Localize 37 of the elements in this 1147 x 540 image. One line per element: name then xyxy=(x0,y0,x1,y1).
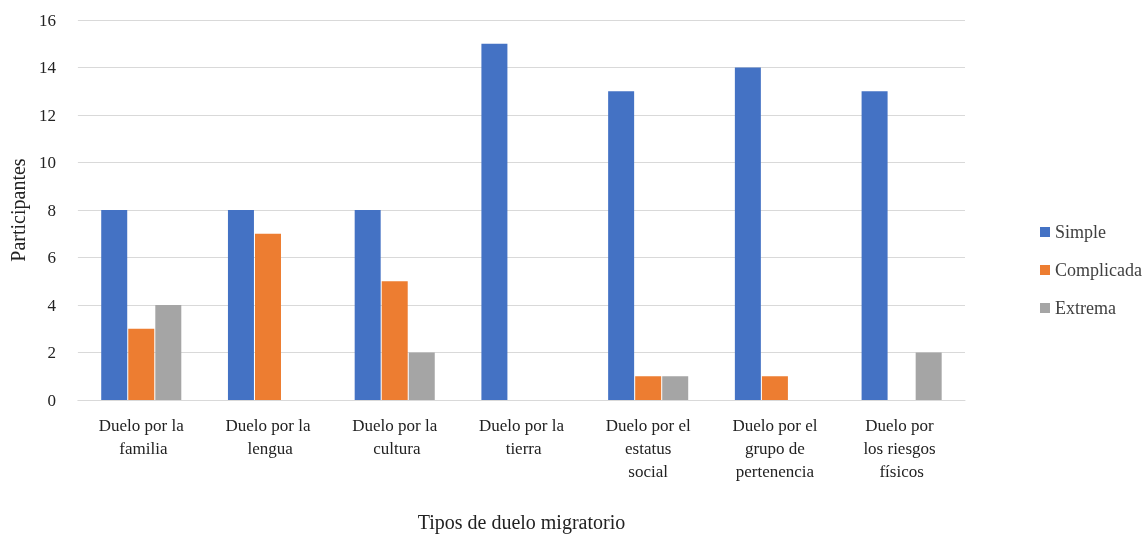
bar xyxy=(408,352,435,400)
y-tick-label: 6 xyxy=(47,248,56,267)
y-tick-label: 10 xyxy=(38,153,56,172)
y-tick-label: 14 xyxy=(38,58,57,77)
x-tick-label: Duelo por la cultura xyxy=(352,416,438,458)
bar xyxy=(254,233,281,400)
y-axis-title: Participantes xyxy=(7,158,30,262)
bar xyxy=(662,376,689,400)
bar xyxy=(481,43,508,400)
x-tick-label: Duelo por el estatus social xyxy=(605,416,691,481)
bar xyxy=(861,91,888,400)
legend-label: Complicada xyxy=(1055,260,1143,280)
bar xyxy=(608,91,635,400)
x-tick-label: Duelo por el grupo de pertenencia xyxy=(732,416,818,481)
bar xyxy=(761,376,788,400)
x-tick-label: Duelo por la lengua xyxy=(225,416,311,458)
bar xyxy=(915,352,942,400)
x-tick-label: Duelo por la familia xyxy=(98,416,185,458)
legend-label: Simple xyxy=(1055,222,1107,242)
y-tick-label: 12 xyxy=(38,105,56,125)
y-tick-label: 4 xyxy=(47,295,57,315)
bar xyxy=(155,305,182,400)
bar xyxy=(381,281,408,400)
y-tick-label: 0 xyxy=(47,390,56,410)
bar xyxy=(354,210,381,400)
bar xyxy=(635,376,662,400)
x-axis-title: Tipos de duelo migratorio xyxy=(417,511,626,534)
bar xyxy=(128,328,155,400)
x-tick-label: Duelo por los riesgos físicos xyxy=(863,416,940,481)
y-tick-label: 2 xyxy=(47,343,56,362)
legend-label: Extrema xyxy=(1055,298,1117,318)
x-tick-label: Duelo por la tierra xyxy=(478,416,565,458)
bar xyxy=(227,210,254,400)
y-tick-label: 16 xyxy=(38,10,56,30)
bar xyxy=(734,67,761,400)
y-tick-label: 8 xyxy=(47,200,56,220)
bar xyxy=(101,210,128,400)
